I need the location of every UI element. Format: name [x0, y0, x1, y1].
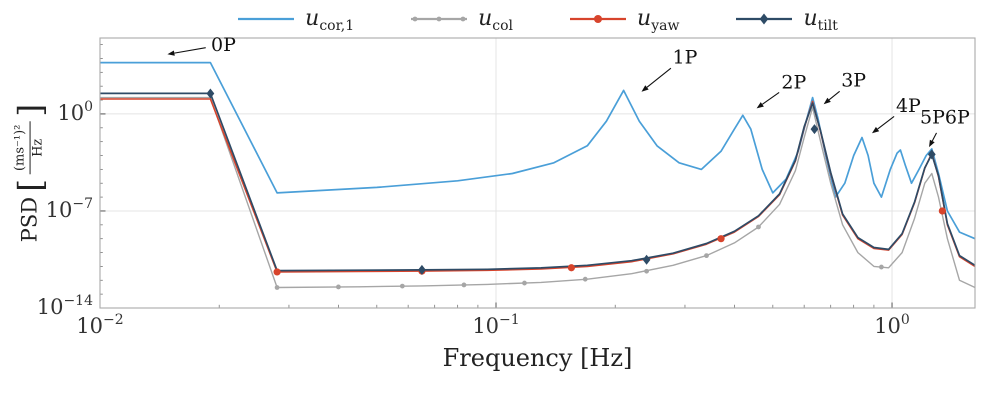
series-ucol-line	[100, 96, 976, 289]
legend-item-uyaw: uyaw	[569, 6, 680, 34]
plot-border	[99, 37, 976, 309]
legend: ucor,1 ucol uyaw utilt	[100, 2, 975, 36]
legend-item-utilt: utilt	[735, 6, 838, 34]
series-uyaw-markers	[273, 207, 946, 276]
series-markers	[206, 88, 946, 290]
annotation-1P: 1P	[641, 46, 698, 92]
legend-label-uyaw: uyaw	[637, 6, 680, 34]
annotation-4P-text: 4P	[896, 95, 921, 117]
x-axis-label: Frequency [Hz]	[442, 344, 633, 372]
x-tick-label-0: 10−2	[76, 312, 123, 338]
series-utilt-line	[100, 92, 976, 272]
y-tick-label-2: 10−14	[37, 293, 93, 319]
legend-item-ucor1: ucor,1	[237, 6, 355, 34]
annotation-3P-text: 3P	[841, 70, 866, 92]
y-axis-label: PSD [ (ms⁻¹)² Hz ]	[11, 103, 50, 243]
y-tick-label-0: 100	[57, 99, 93, 125]
annotation-0P-text: 0P	[211, 34, 236, 56]
y-axis-units-numerator: (ms⁻¹)²	[13, 121, 31, 175]
legend-label-ucol: ucol	[478, 6, 514, 34]
legend-sample-uyaw	[570, 15, 627, 23]
annotation-2P-text: 2P	[781, 72, 806, 94]
x-tick-label-2: 100	[874, 312, 910, 338]
annotation-3P: 3P	[823, 70, 866, 105]
annotation-5P6P-text: 5P6P	[920, 107, 970, 129]
legend-sample-utilt	[736, 13, 793, 25]
y-tick-label-1: 10−7	[46, 196, 93, 222]
series-lines	[100, 61, 976, 289]
y-axis-label-prefix: PSD	[18, 196, 42, 243]
grid	[100, 38, 975, 308]
annotation-0P: 0P	[167, 34, 236, 56]
legend-label-utilt: utilt	[803, 6, 838, 34]
tick-labels: 10−2 10−1 100 100 10−7 10−14	[37, 99, 910, 338]
legend-sample-ucol	[411, 16, 468, 22]
x-tick-label-1: 10−1	[472, 312, 519, 338]
legend-label-ucor1: ucor,1	[305, 6, 355, 34]
annotation-5P6P: 5P6P	[920, 107, 970, 148]
series-utilt-markers	[206, 88, 936, 275]
y-axis-units-denominator: Hz	[30, 138, 46, 157]
annotation-1P-text: 1P	[673, 46, 698, 68]
legend-item-ucol: ucol	[410, 6, 514, 34]
annotation-2P: 2P	[756, 72, 806, 109]
legend-sample-ucor1	[238, 17, 295, 21]
series-ucol-markers	[274, 224, 884, 290]
y-axis-units-fraction: (ms⁻¹)² Hz	[13, 121, 47, 175]
annotation-4P: 4P	[871, 95, 921, 134]
